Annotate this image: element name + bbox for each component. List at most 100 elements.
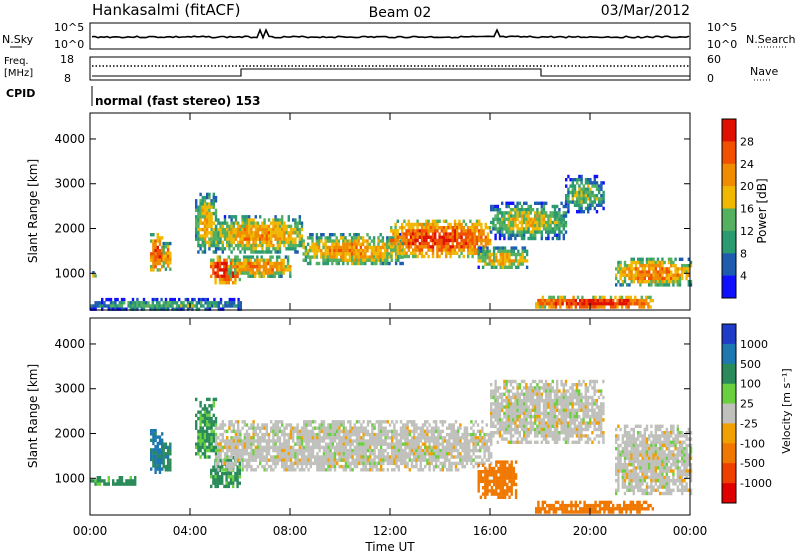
velocity-echo-cell bbox=[501, 425, 503, 428]
power-echo-cell bbox=[670, 277, 672, 280]
power-echo-cell bbox=[210, 241, 212, 244]
velocity-echo-cell bbox=[219, 452, 221, 455]
velocity-echo-cell bbox=[152, 451, 154, 454]
velocity-echo-cell bbox=[506, 492, 508, 495]
velocity-echo-cell bbox=[380, 436, 382, 439]
velocity-echo-cell bbox=[444, 436, 446, 439]
power-echo-cell bbox=[215, 209, 217, 212]
velocity-echo-cell bbox=[479, 436, 481, 439]
velocity-echo-cell bbox=[439, 452, 441, 455]
power-echo-cell bbox=[668, 280, 670, 283]
velocity-echo-cell bbox=[307, 459, 309, 462]
power-echo-cell bbox=[197, 209, 199, 212]
velocity-echo-cell bbox=[459, 446, 461, 449]
power-echo-cell bbox=[541, 205, 543, 208]
velocity-echo-cell bbox=[424, 436, 426, 439]
power-echo-cell bbox=[581, 305, 583, 308]
velocity-echo-cell bbox=[232, 482, 234, 485]
power-echo-cell bbox=[208, 202, 210, 205]
velocity-echo-cell bbox=[488, 446, 490, 449]
power-echo-cell bbox=[458, 223, 460, 226]
power-echo-cell bbox=[465, 229, 467, 232]
power-echo-cell bbox=[239, 228, 241, 231]
power-echo-cell bbox=[338, 249, 340, 252]
power-echo-cell bbox=[522, 250, 524, 253]
power-echo-cell bbox=[171, 301, 173, 304]
power-echo-cell bbox=[281, 225, 283, 228]
power-echo-cell bbox=[213, 196, 215, 199]
velocity-echo-cell bbox=[263, 465, 265, 468]
power-echo-cell bbox=[159, 262, 161, 265]
power-echo-cell bbox=[394, 242, 396, 245]
velocity-echo-cell bbox=[299, 459, 301, 462]
velocity-echo-cell bbox=[279, 443, 281, 446]
velocity-echo-cell bbox=[424, 459, 426, 462]
power-echo-cell bbox=[421, 245, 423, 248]
power-echo-cell bbox=[246, 231, 248, 234]
velocity-echo-cell bbox=[310, 433, 312, 436]
power-echo-cell bbox=[548, 299, 550, 302]
power-heatmap-cells bbox=[90, 175, 692, 311]
power-echo-cell bbox=[534, 230, 536, 233]
power-echo-cell bbox=[527, 218, 529, 221]
velocity-echo-cell bbox=[252, 443, 254, 446]
velocity-echo-cell bbox=[464, 465, 466, 468]
power-echo-cell bbox=[283, 259, 285, 262]
velocity-echo-cell bbox=[167, 449, 169, 452]
velocity-echo-cell bbox=[483, 443, 485, 446]
power-echo-cell bbox=[527, 208, 529, 211]
power-echo-cell bbox=[222, 225, 224, 228]
power-echo-cell bbox=[207, 304, 209, 307]
velocity-echo-cell bbox=[354, 439, 356, 442]
velocity-echo-cell bbox=[411, 462, 413, 465]
power-echo-cell bbox=[384, 246, 386, 249]
power-echo-cell bbox=[233, 231, 235, 234]
velocity-echo-cell bbox=[323, 459, 325, 462]
power-echo-cell bbox=[610, 296, 612, 299]
power-echo-cell bbox=[497, 214, 499, 217]
velocity-echo-cell bbox=[272, 427, 274, 430]
power-echo-cell bbox=[244, 222, 246, 225]
power-echo-cell bbox=[441, 242, 443, 245]
power-echo-cell bbox=[204, 238, 206, 241]
power-echo-cell bbox=[309, 259, 311, 262]
velocity-echo-cell bbox=[516, 389, 518, 392]
power-echo-cell bbox=[377, 236, 379, 239]
power-echo-cell bbox=[670, 258, 672, 261]
velocity-echo-cell bbox=[103, 482, 105, 485]
power-echo-cell bbox=[325, 239, 327, 242]
power-echo-cell bbox=[210, 206, 212, 209]
power-echo-cell bbox=[197, 234, 199, 237]
power-echo-cell bbox=[193, 298, 195, 301]
velocity-echo-cell bbox=[219, 455, 221, 458]
power-echo-cell bbox=[327, 246, 329, 249]
velocity-echo-cell bbox=[244, 443, 246, 446]
power-echo-cell bbox=[574, 188, 576, 191]
velocity-echo-cell bbox=[382, 439, 384, 442]
y-tick-label: 3000 bbox=[54, 177, 85, 191]
velocity-echo-cell bbox=[519, 421, 521, 424]
power-echo-cell bbox=[637, 261, 639, 264]
power-echo-cell bbox=[134, 304, 136, 307]
velocity-echo-cell bbox=[380, 439, 382, 442]
velocity-echo-cell bbox=[338, 436, 340, 439]
power-echo-cell bbox=[210, 238, 212, 241]
power-echo-cell bbox=[672, 280, 674, 283]
power-echo-cell bbox=[492, 221, 494, 224]
velocity-echo-cell bbox=[202, 433, 204, 436]
velocity-echo-cell bbox=[332, 462, 334, 465]
power-echo-cell bbox=[497, 208, 499, 211]
power-echo-cell bbox=[165, 298, 167, 301]
velocity-echo-cell bbox=[369, 420, 371, 423]
power-echo-cell bbox=[303, 239, 305, 242]
power-echo-cell bbox=[465, 232, 467, 235]
velocity-echo-cell bbox=[466, 449, 468, 452]
velocity-echo-cell bbox=[217, 485, 219, 488]
velocity-echo-cell bbox=[99, 479, 101, 482]
power-echo-cell bbox=[152, 239, 154, 242]
power-echo-cell bbox=[331, 252, 333, 255]
velocity-echo-cell bbox=[221, 475, 223, 478]
velocity-echo-cell bbox=[478, 476, 480, 479]
velocity-echo-cell bbox=[283, 430, 285, 433]
power-echo-cell bbox=[652, 280, 654, 283]
